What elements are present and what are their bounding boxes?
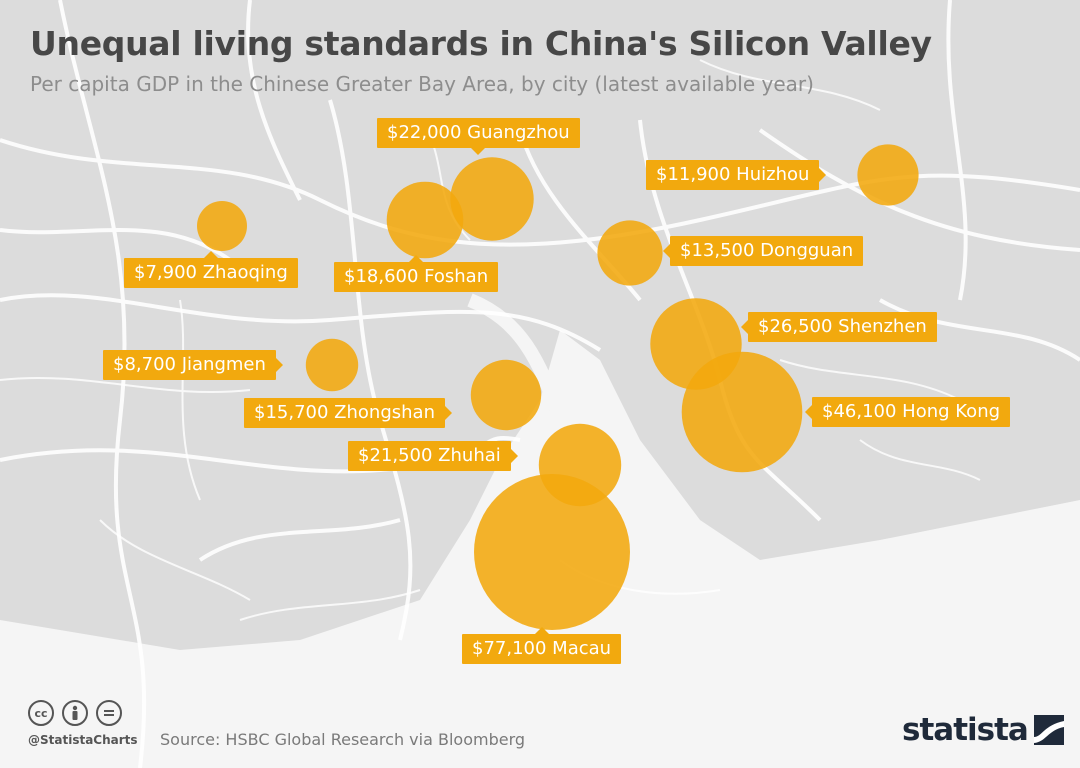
value: $21,500 (358, 445, 433, 466)
label-huizhou: $11,900 Huizhou (646, 160, 827, 190)
bubble-zhaoqing (197, 201, 247, 251)
bubble-guangzhou (450, 157, 534, 241)
label-foshan: $18,600 Foshan (334, 255, 499, 292)
value: $77,100 (472, 638, 547, 659)
bubble-dongguan (597, 220, 663, 286)
statista-mark-icon (1033, 715, 1064, 745)
bubble-jiangmen (305, 338, 359, 392)
value: $22,000 (387, 122, 462, 143)
city-name: Zhuhai (438, 445, 501, 466)
city-name: Macau (552, 638, 612, 659)
city-name: Shenzhen (838, 316, 927, 337)
value: $11,900 (656, 164, 731, 185)
source-note: Source: HSBC Global Research via Bloombe… (160, 730, 526, 749)
label-shenzhen: $26,500 Shenzhen (741, 312, 937, 342)
cc-icon: cc (28, 700, 54, 726)
city-name: Hong Kong (902, 401, 1001, 422)
label-zhaoqing: $7,900 Zhaoqing (124, 251, 298, 288)
attribution-icon (62, 700, 88, 726)
city-bubbles (197, 144, 919, 630)
value: $26,500 (758, 316, 833, 337)
label-dongguan: $13,500 Dongguan (662, 236, 864, 266)
city-name: Zhaoqing (202, 262, 288, 283)
city-name: Zhongshan (334, 402, 435, 423)
label-zhuhai: $21,500 Zhuhai (348, 441, 518, 471)
value: $7,900 (134, 262, 197, 283)
bubble-zhongshan (470, 359, 542, 431)
label-hong-kong: $46,100 Hong Kong (804, 397, 1011, 427)
label-macau: $77,100 Macau (462, 627, 622, 664)
bubble-macau (474, 474, 630, 630)
page-subtitle: Per capita GDP in the Chinese Greater Ba… (30, 72, 814, 96)
bubble-foshan (386, 181, 464, 259)
statista-handle: @StatistaCharts (28, 733, 138, 747)
city-name: Foshan (424, 266, 489, 287)
city-name: Jiangmen (181, 354, 266, 375)
value: $46,100 (822, 401, 897, 422)
brand-name: statista (902, 712, 1029, 748)
city-name: Huizhou (736, 164, 810, 185)
value: $8,700 (113, 354, 176, 375)
bubble-huizhou (857, 144, 919, 206)
statista-logo[interactable]: statista (902, 712, 1064, 748)
label-guangzhou: $22,000 Guangzhou (377, 118, 580, 155)
value: $13,500 (680, 240, 755, 261)
label-zhongshan: $15,700 Zhongshan (244, 398, 452, 428)
label-jiangmen: $8,700 Jiangmen (103, 350, 283, 380)
value: $15,700 (254, 402, 329, 423)
no-derivatives-icon (96, 700, 122, 726)
page-title: Unequal living standards in China's Sili… (30, 24, 932, 63)
bubble-hong-kong (681, 351, 803, 473)
city-name: Dongguan (760, 240, 854, 261)
license-icons: cc (28, 700, 122, 726)
value: $18,600 (344, 266, 419, 287)
city-name: Guangzhou (467, 122, 570, 143)
